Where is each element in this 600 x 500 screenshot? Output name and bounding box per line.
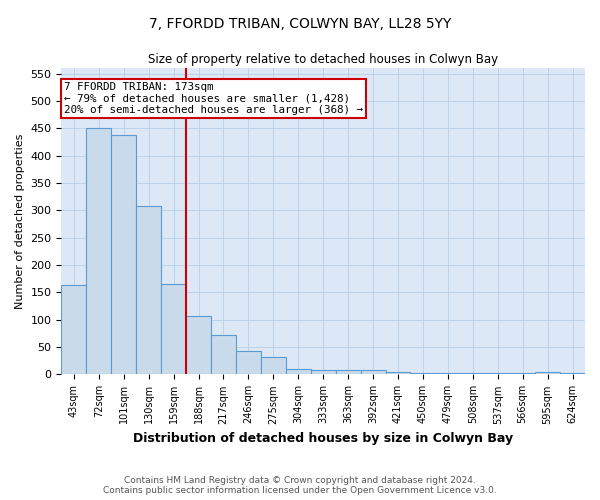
Bar xyxy=(111,136,136,374)
Text: Contains HM Land Registry data © Crown copyright and database right 2024.
Contai: Contains HM Land Registry data © Crown c… xyxy=(103,476,497,495)
Bar xyxy=(560,373,585,374)
Bar xyxy=(436,373,460,374)
Bar xyxy=(186,316,211,374)
Bar xyxy=(410,373,436,374)
Bar xyxy=(361,370,386,374)
Bar xyxy=(335,370,361,374)
Bar xyxy=(136,206,161,374)
Bar xyxy=(386,372,410,374)
Bar xyxy=(211,334,236,374)
Title: Size of property relative to detached houses in Colwyn Bay: Size of property relative to detached ho… xyxy=(148,52,498,66)
Bar xyxy=(86,128,111,374)
Bar xyxy=(161,284,186,374)
Text: 7, FFORDD TRIBAN, COLWYN BAY, LL28 5YY: 7, FFORDD TRIBAN, COLWYN BAY, LL28 5YY xyxy=(149,18,451,32)
Bar xyxy=(261,358,286,374)
Bar xyxy=(535,372,560,374)
Bar xyxy=(311,370,335,374)
Y-axis label: Number of detached properties: Number of detached properties xyxy=(15,134,25,309)
X-axis label: Distribution of detached houses by size in Colwyn Bay: Distribution of detached houses by size … xyxy=(133,432,513,445)
Bar xyxy=(286,369,311,374)
Bar xyxy=(236,351,261,374)
Text: 7 FFORDD TRIBAN: 173sqm
← 79% of detached houses are smaller (1,428)
20% of semi: 7 FFORDD TRIBAN: 173sqm ← 79% of detache… xyxy=(64,82,363,115)
Bar xyxy=(61,286,86,374)
